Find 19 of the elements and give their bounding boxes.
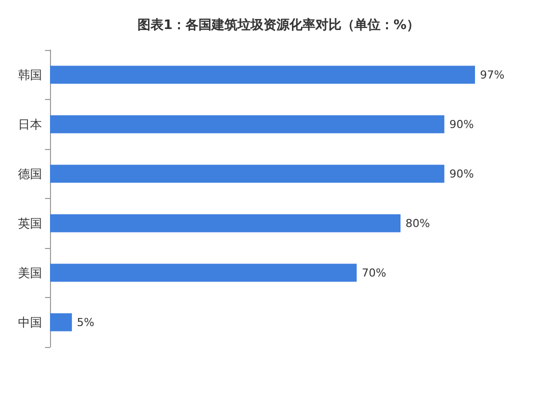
y-tick-label: 日本 [18,117,42,132]
data-label: 90% [449,118,474,131]
bar [50,115,444,134]
y-tick-label: 英国 [18,216,42,230]
data-label: 5% [76,316,94,329]
y-tick-label: 韩国 [18,68,42,82]
data-label: 90% [449,167,474,180]
bar [50,214,401,232]
bar [50,264,357,282]
y-tick-label: 中国 [18,315,42,330]
bar [50,313,72,332]
y-tick-label: 美国 [18,266,42,280]
bar [50,66,475,84]
data-label: 97% [480,68,504,82]
y-tick-label: 德国 [18,166,42,181]
bar [50,164,444,183]
data-label: 80% [406,216,430,230]
chart-title: 图表1：各国建筑垃圾资源化率对比（单位：%） [137,17,420,33]
data-label: 70% [362,266,386,280]
